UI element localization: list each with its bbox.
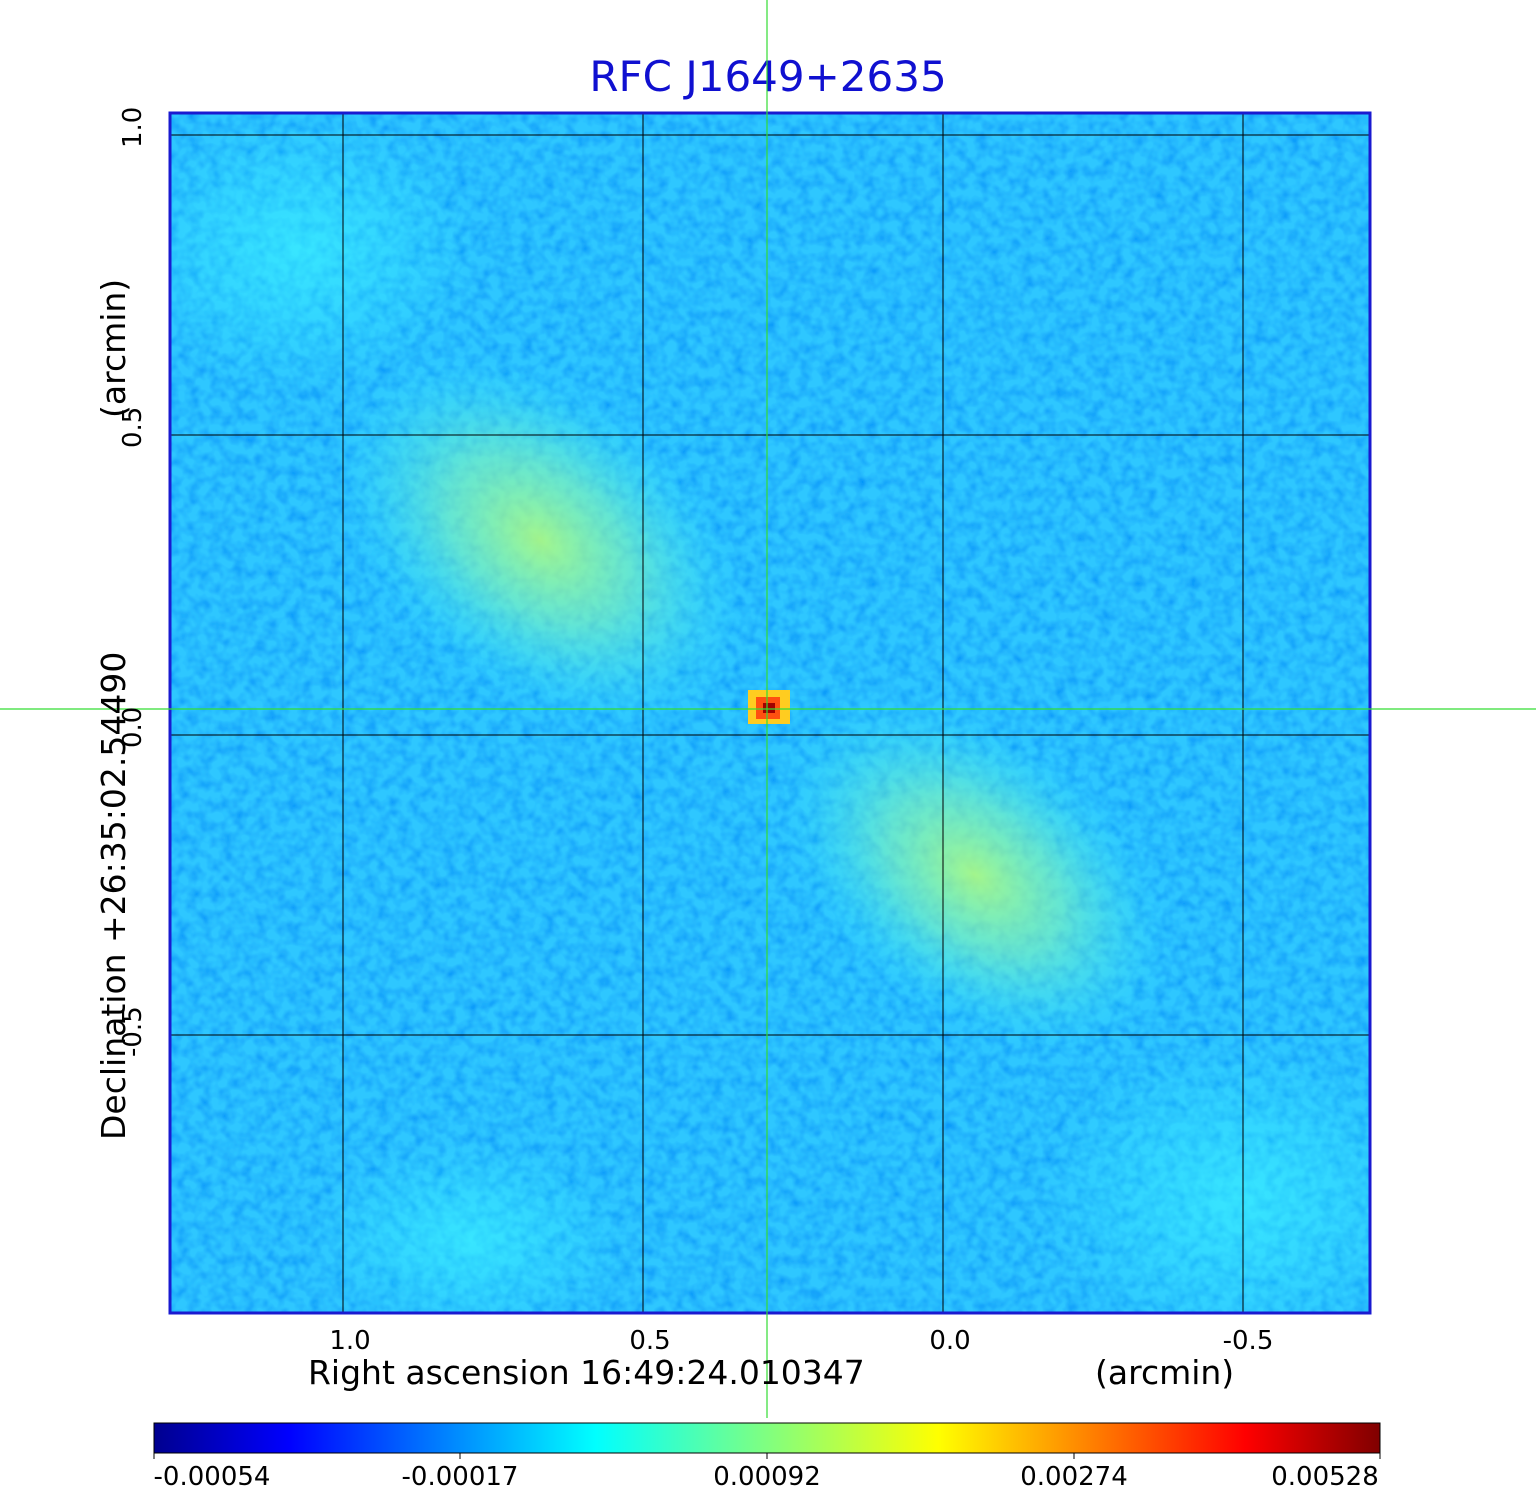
colorbar-ticks [153,1453,1381,1459]
plot-title: RFC J1649+2635 [589,52,947,101]
upper-lobe [336,355,744,725]
radio-image [170,113,1370,1313]
colorbar-tick-label: -0.00017 [401,1462,519,1492]
colorbar-tick-label: 0.00528 [1271,1462,1379,1492]
lower-lobe [781,700,1169,1050]
colorbar-tick-label: 0.00092 [713,1462,821,1492]
plot-frame [168,111,1372,1315]
x-tick-label: 1.0 [329,1326,371,1356]
x-axis-unit: (arcmin) [1095,1353,1235,1392]
y-axis-unit: (arcmin) [94,278,133,418]
x-tick-label: 0.0 [929,1326,971,1356]
x-tick-label: -0.5 [1222,1326,1274,1356]
x-axis-label: Right ascension 16:49:24.010347 [308,1353,865,1392]
colorbar-tick-label: -0.00054 [153,1462,271,1492]
crosshair [0,0,1536,1418]
y-tick-label: 1.0 [118,106,148,148]
colorbar [153,1422,1381,1454]
coordinate-grid [170,113,1370,1313]
y-axis-label: Declination +26:35:02.54490 [94,651,133,1140]
colorbar-tick-label: 0.00274 [1020,1462,1128,1492]
x-tick-label: 0.5 [629,1326,671,1356]
